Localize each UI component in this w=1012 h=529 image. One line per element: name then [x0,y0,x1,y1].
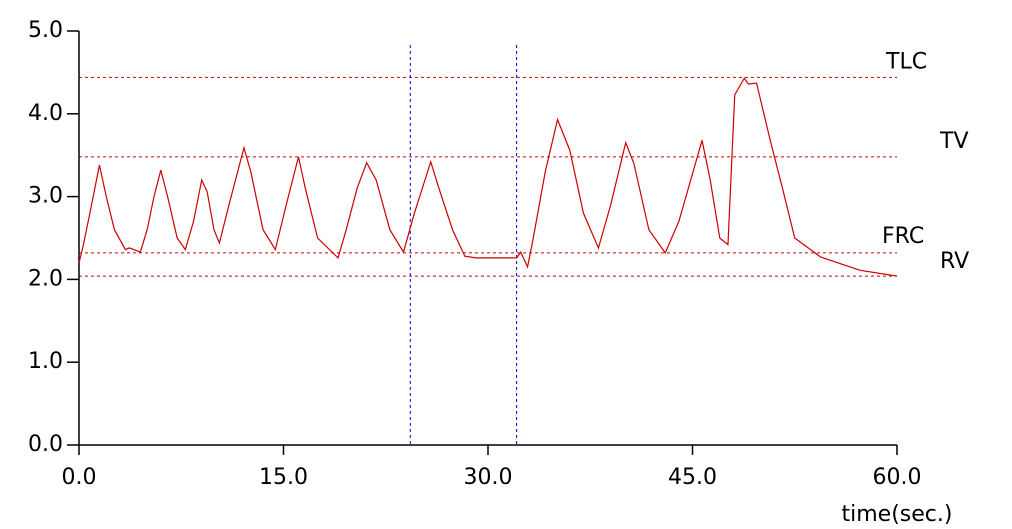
x-tick-label: 15.0 [259,465,308,490]
y-tick-label: 5.0 [28,18,63,43]
x-tick-label: 0.0 [62,465,97,490]
x-tick-label: 60.0 [873,465,922,490]
x-tick-label: 30.0 [464,465,513,490]
reference-label: TV [939,129,969,154]
reference-label: FRC [882,224,924,249]
y-tick-label: 3.0 [28,184,63,209]
y-tick-label: 1.0 [28,349,63,374]
reference-label: TLC [885,49,927,74]
y-tick-label: 0.0 [28,432,63,457]
data-line [78,77,898,277]
y-tick-label: 4.0 [28,101,63,126]
x-tick-label: 45.0 [668,465,717,490]
reference-label: RV [940,249,969,274]
y-tick-label: 2.0 [28,266,63,291]
x-axis-label: time(sec.) [842,502,953,527]
